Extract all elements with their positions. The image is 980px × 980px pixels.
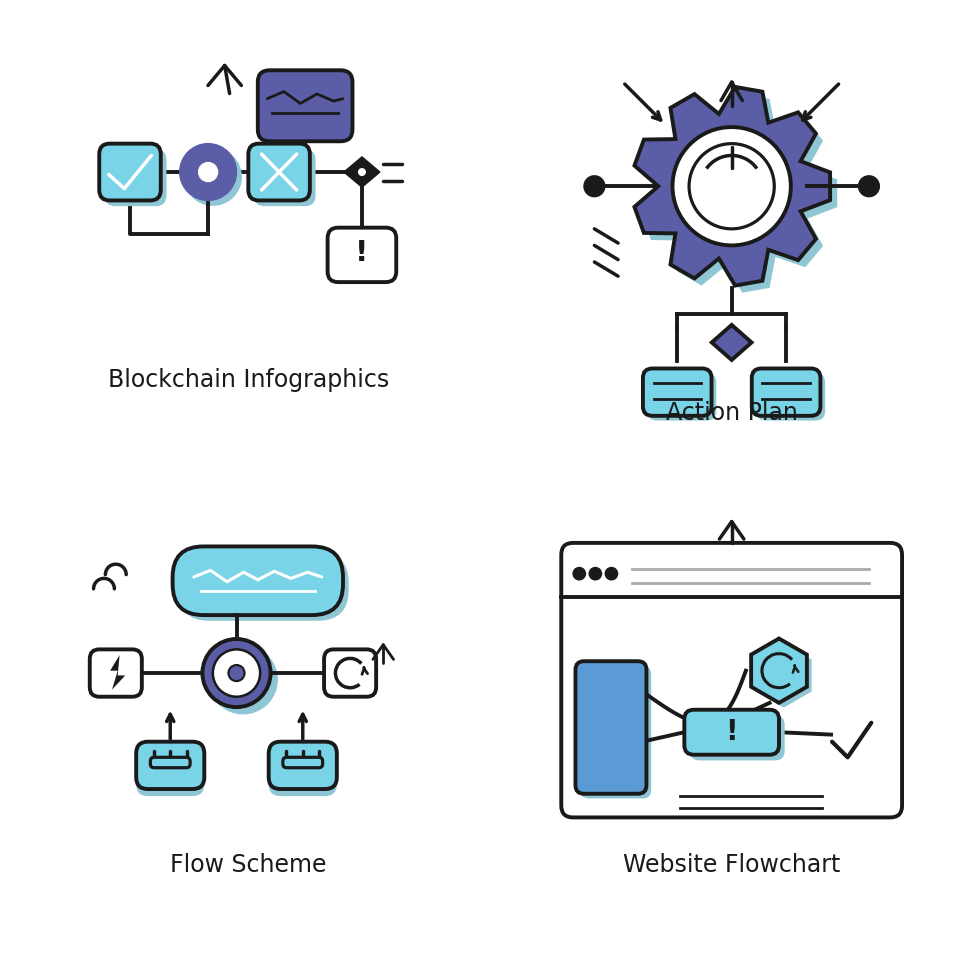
Circle shape (213, 650, 260, 697)
Polygon shape (110, 655, 125, 690)
Circle shape (689, 144, 774, 229)
FancyBboxPatch shape (757, 373, 825, 420)
Text: !: ! (355, 239, 368, 268)
Circle shape (606, 567, 617, 580)
Text: Action Plan: Action Plan (665, 402, 798, 425)
Polygon shape (634, 87, 830, 285)
FancyBboxPatch shape (172, 547, 343, 615)
FancyBboxPatch shape (248, 144, 310, 201)
Text: Blockchain Infographics: Blockchain Infographics (108, 368, 389, 392)
FancyBboxPatch shape (643, 368, 711, 416)
FancyBboxPatch shape (269, 742, 337, 789)
FancyBboxPatch shape (269, 749, 337, 796)
FancyBboxPatch shape (136, 749, 204, 796)
FancyBboxPatch shape (562, 543, 902, 817)
FancyBboxPatch shape (105, 149, 167, 206)
Circle shape (199, 163, 218, 181)
Circle shape (209, 646, 277, 713)
FancyBboxPatch shape (575, 662, 647, 794)
FancyBboxPatch shape (258, 71, 353, 141)
FancyBboxPatch shape (99, 144, 161, 201)
FancyBboxPatch shape (90, 650, 142, 697)
FancyBboxPatch shape (684, 710, 779, 755)
Circle shape (359, 169, 366, 175)
FancyBboxPatch shape (136, 742, 204, 789)
Polygon shape (642, 94, 837, 293)
FancyBboxPatch shape (283, 758, 322, 767)
Circle shape (228, 665, 245, 681)
Polygon shape (756, 643, 811, 708)
Polygon shape (344, 157, 380, 187)
FancyBboxPatch shape (254, 149, 316, 206)
Circle shape (589, 567, 602, 580)
FancyBboxPatch shape (648, 373, 716, 420)
Text: !: ! (725, 718, 738, 746)
FancyBboxPatch shape (690, 715, 785, 760)
Text: Flow Scheme: Flow Scheme (171, 853, 326, 877)
Circle shape (672, 127, 791, 245)
Circle shape (184, 148, 241, 205)
FancyBboxPatch shape (178, 552, 349, 620)
Text: Website Flowchart: Website Flowchart (623, 853, 841, 877)
Circle shape (203, 639, 270, 708)
Polygon shape (711, 325, 752, 360)
Circle shape (573, 567, 585, 580)
FancyBboxPatch shape (324, 650, 376, 697)
FancyBboxPatch shape (327, 227, 396, 282)
FancyBboxPatch shape (752, 368, 820, 416)
Polygon shape (751, 639, 807, 703)
FancyBboxPatch shape (150, 758, 190, 767)
Circle shape (584, 175, 605, 197)
Circle shape (858, 175, 879, 197)
Circle shape (179, 144, 236, 201)
FancyBboxPatch shape (580, 666, 651, 799)
